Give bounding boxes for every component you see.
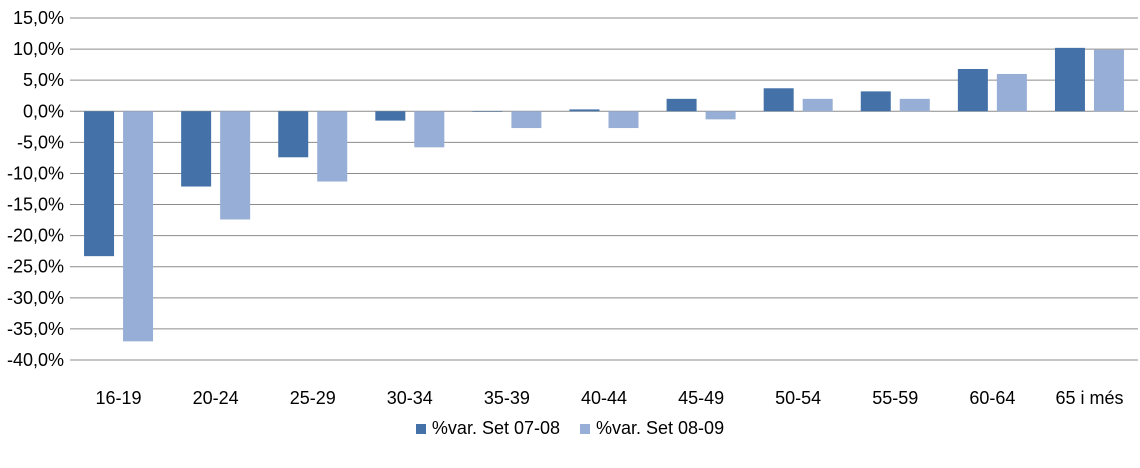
bar-series-2-35-39 — [511, 111, 542, 129]
bar-series-2-45-49 — [705, 111, 736, 120]
bar-series-1-35-39 — [472, 111, 503, 112]
bar-series-2-65-i-més — [1093, 49, 1124, 112]
legend-swatch-series-1 — [415, 423, 426, 434]
y-tick-label: -15,0% — [7, 195, 64, 215]
legend-label-series-1: %var. Set 07-08 — [431, 418, 560, 438]
bar-series-2-60-64 — [996, 73, 1027, 112]
x-tick-label: 20-24 — [193, 388, 239, 408]
x-tick-label: 16-19 — [96, 388, 142, 408]
y-tick-label: 5,0% — [23, 70, 64, 90]
x-tick-label: 35-39 — [484, 388, 530, 408]
legend: %var. Set 07-08 %var. Set 08-09 — [0, 418, 1140, 439]
bar-series-1-60-64 — [957, 68, 988, 112]
x-tick-label: 45-49 — [678, 388, 724, 408]
y-tick-label: -5,0% — [17, 132, 64, 152]
y-tick-label: -10,0% — [7, 163, 64, 183]
legend-item-series-1: %var. Set 07-08 — [415, 418, 560, 439]
bar-series-1-65-i-més — [1054, 47, 1085, 112]
bar-series-2-50-54 — [802, 98, 833, 112]
y-tick-label: 15,0% — [13, 8, 64, 28]
bar-series-2-55-59 — [899, 98, 930, 112]
bar-series-1-55-59 — [860, 91, 891, 112]
bar-series-2-16-19 — [123, 111, 154, 342]
x-tick-label: 55-59 — [872, 388, 918, 408]
bar-series-1-45-49 — [666, 98, 697, 112]
bars — [84, 47, 1124, 342]
y-tick-label: -20,0% — [7, 226, 64, 246]
bar-series-1-30-34 — [375, 111, 406, 121]
y-tick-label: -30,0% — [7, 288, 64, 308]
y-tick-label: -35,0% — [7, 319, 64, 339]
x-tick-label: 40-44 — [581, 388, 627, 408]
bar-series-1-25-29 — [278, 111, 309, 158]
legend-item-series-2: %var. Set 08-09 — [580, 418, 724, 439]
x-tick-label: 60-64 — [969, 388, 1015, 408]
bar-series-1-50-54 — [763, 88, 794, 112]
y-axis-ticks: 15,0% 10,0% 5,0% 0,0% -5,0% -10,0% -15,0% -20,0… — [7, 8, 64, 370]
legend-label-series-2: %var. Set 08-09 — [596, 418, 725, 438]
legend-swatch-series-2 — [580, 423, 590, 434]
bar-series-1-20-24 — [181, 111, 212, 187]
x-tick-label: 30-34 — [387, 388, 433, 408]
x-axis-ticks: 16-19 20-24 25-29 30-34 35-39 40-44 45-49 50-54… — [96, 388, 1124, 408]
bar-series-2-30-34 — [414, 111, 445, 148]
x-tick-label: 50-54 — [775, 388, 821, 408]
y-tick-label: 10,0% — [13, 39, 64, 59]
y-tick-label: -40,0% — [7, 350, 64, 370]
x-tick-label: 25-29 — [290, 388, 336, 408]
y-tick-label: 0,0% — [23, 101, 64, 121]
y-tick-label: -25,0% — [7, 257, 64, 277]
bar-series-1-40-44 — [569, 109, 600, 112]
bar-series-2-20-24 — [220, 111, 251, 220]
bar-series-2-25-29 — [317, 111, 348, 182]
x-tick-label: 65 i més — [1055, 388, 1123, 408]
bar-series-2-40-44 — [608, 111, 639, 129]
bar-series-1-16-19 — [84, 111, 115, 257]
